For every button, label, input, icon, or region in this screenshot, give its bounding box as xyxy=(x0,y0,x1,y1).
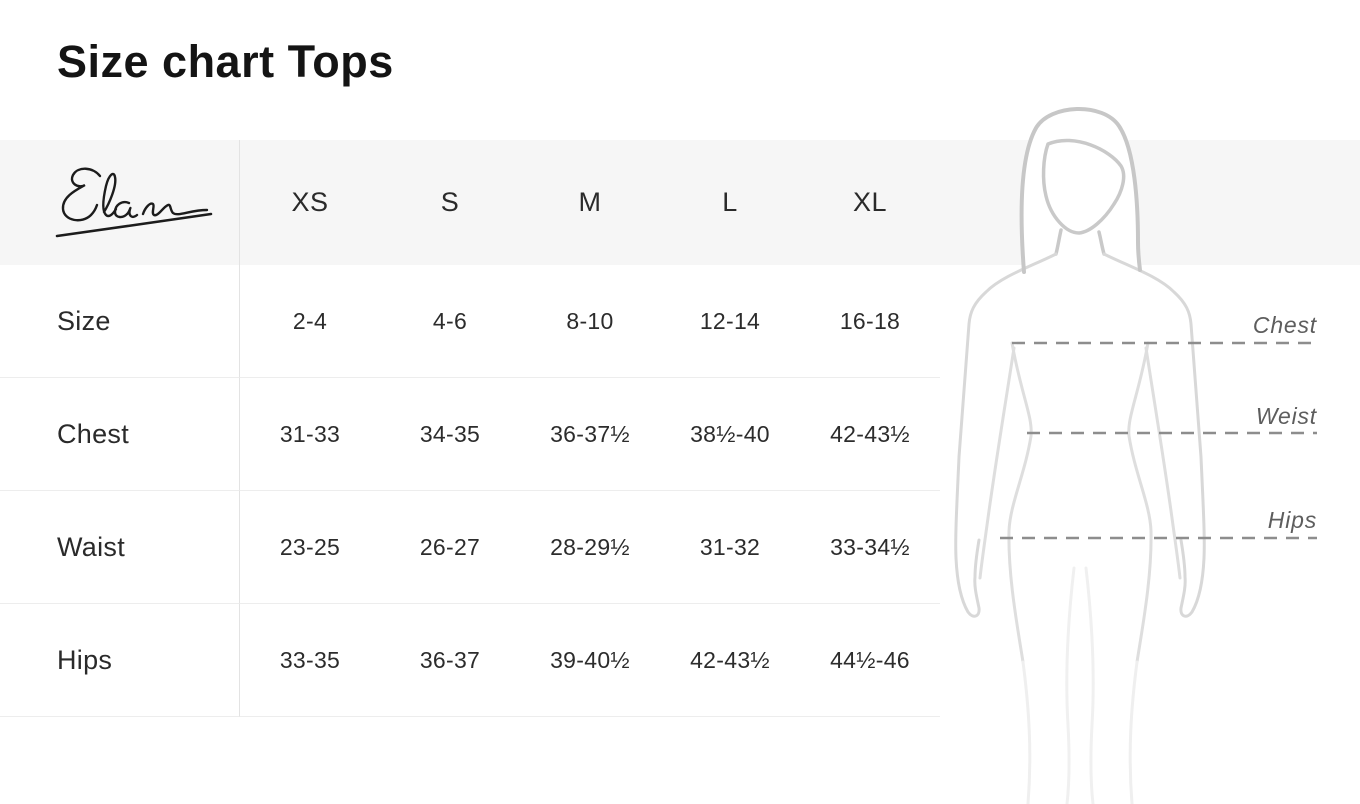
table-cell: 42-43½ xyxy=(660,604,800,717)
table-cell: 23-25 xyxy=(240,491,380,604)
table-cell: 44½-46 xyxy=(800,604,940,717)
measurement-label-chest: Chest xyxy=(1252,312,1317,338)
size-col-header-xl: XL xyxy=(852,187,888,217)
size-col-header-l: L xyxy=(722,187,738,217)
row-label-hips: Hips xyxy=(0,604,240,717)
table-cell: 33-35 xyxy=(240,604,380,717)
size-col-header-s: S xyxy=(440,187,460,217)
woman-silhouette-icon xyxy=(954,107,1317,804)
row-label-size: Size xyxy=(0,265,240,378)
page-title: Size chart Tops xyxy=(57,36,394,87)
brand-signature-icon xyxy=(55,167,213,237)
table-cell: 8-10 xyxy=(520,265,660,378)
table-cell: 36-37 xyxy=(380,604,520,717)
table-cell: 2-4 xyxy=(240,265,380,378)
table-cell: 12-14 xyxy=(660,265,800,378)
table-cell: 31-33 xyxy=(240,378,380,491)
table-cell: 39-40½ xyxy=(520,604,660,717)
table-cell: 28-29½ xyxy=(520,491,660,604)
table-cell: 38½-40 xyxy=(660,378,800,491)
measurement-label-weist: Weist xyxy=(1255,403,1317,429)
row-label-waist: Waist xyxy=(0,491,240,604)
size-col-header-m: M xyxy=(578,187,602,217)
size-table: XS S M L XL Size 2-4 4-6 8-10 12-14 16-1… xyxy=(0,140,940,717)
table-cell: 34-35 xyxy=(380,378,520,491)
table-cell: 36-37½ xyxy=(520,378,660,491)
size-col-header-xs: XS xyxy=(291,187,329,217)
table-cell: 33-34½ xyxy=(800,491,940,604)
table-cell: 26-27 xyxy=(380,491,520,604)
table-cell: 4-6 xyxy=(380,265,520,378)
row-label-chest: Chest xyxy=(0,378,240,491)
table-cell: 31-32 xyxy=(660,491,800,604)
brand-logo-cell xyxy=(0,140,240,265)
table-cell: 42-43½ xyxy=(800,378,940,491)
body-figure xyxy=(940,100,1360,804)
measurement-label-hips: Hips xyxy=(1267,507,1317,533)
table-cell: 16-18 xyxy=(800,265,940,378)
